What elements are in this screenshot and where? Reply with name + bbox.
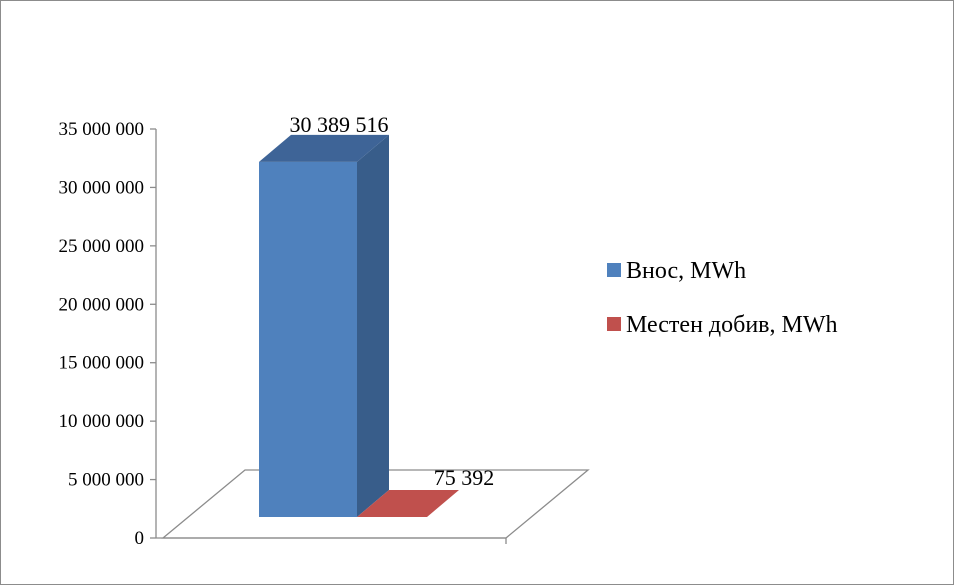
y-tick-label: 30 000 000 <box>59 177 145 198</box>
legend-label: Внос, MWh <box>626 258 746 284</box>
bar-side <box>357 134 389 517</box>
data-label: 75 392 <box>434 465 495 490</box>
y-tick-label: 35 000 000 <box>59 119 145 140</box>
y-tick-label: 15 000 000 <box>59 353 145 374</box>
y-tick-label: 10 000 000 <box>59 411 145 432</box>
y-tick-label: 20 000 000 <box>59 294 145 315</box>
legend-label: Местен добив, MWh <box>626 312 838 338</box>
bar-front <box>259 161 357 517</box>
legend-swatch <box>607 263 621 277</box>
y-tick-label: 5 000 000 <box>68 470 144 491</box>
bar-top <box>357 490 459 517</box>
data-label: 30 389 516 <box>290 112 389 137</box>
y-tick-label: 25 000 000 <box>59 236 145 257</box>
bar-top <box>259 134 389 162</box>
legend-swatch <box>607 317 621 331</box>
y-tick-label: 0 <box>135 528 145 549</box>
